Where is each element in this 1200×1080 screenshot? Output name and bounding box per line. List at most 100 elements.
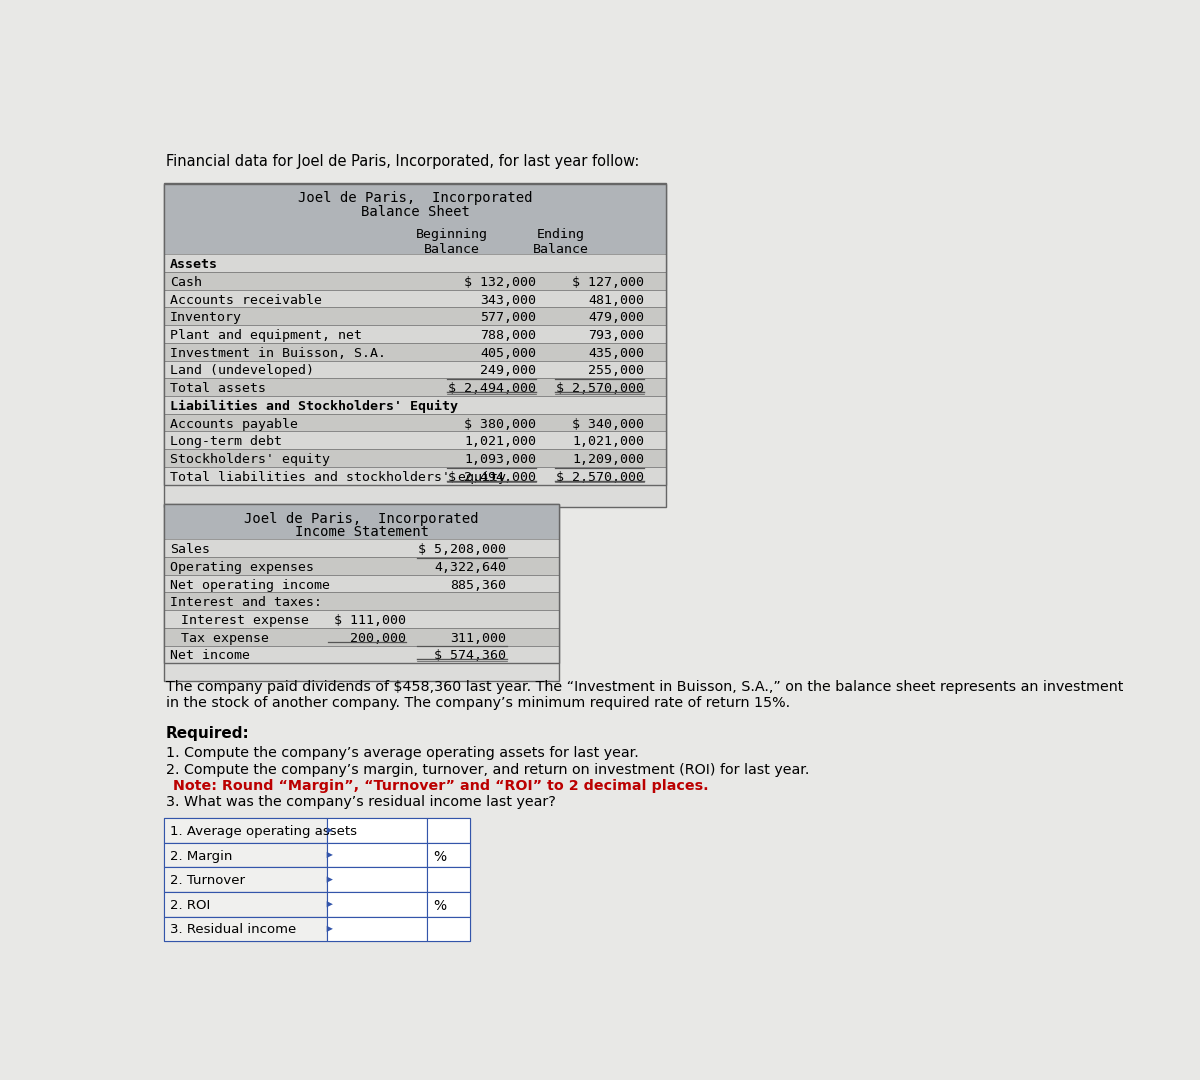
- Bar: [164, 378, 666, 396]
- Text: $ 2,570,000: $ 2,570,000: [557, 382, 644, 395]
- Bar: [427, 892, 470, 917]
- Text: $ 111,000: $ 111,000: [334, 613, 406, 626]
- Bar: [326, 917, 427, 941]
- Text: 1,021,000: 1,021,000: [464, 435, 536, 448]
- Polygon shape: [326, 926, 332, 932]
- Text: 1,021,000: 1,021,000: [572, 435, 644, 448]
- Bar: [326, 867, 427, 892]
- Bar: [164, 646, 559, 663]
- Bar: [427, 867, 470, 892]
- Text: Long-term debt: Long-term debt: [170, 435, 282, 448]
- Bar: [164, 842, 326, 867]
- Polygon shape: [326, 852, 332, 858]
- Text: Stockholders' equity: Stockholders' equity: [170, 453, 330, 465]
- Text: 577,000: 577,000: [480, 311, 536, 324]
- Bar: [164, 449, 666, 467]
- Text: Joel de Paris,  Incorporated: Joel de Paris, Incorporated: [245, 512, 479, 526]
- Text: 481,000: 481,000: [588, 294, 644, 307]
- Text: 255,000: 255,000: [588, 364, 644, 377]
- Bar: [164, 842, 470, 867]
- Bar: [164, 818, 326, 842]
- Text: in the stock of another company. The company’s minimum required rate of return 1: in the stock of another company. The com…: [166, 696, 790, 710]
- Text: 2. Compute the company’s margin, turnover, and return on investment (ROI) for la: 2. Compute the company’s margin, turnove…: [166, 762, 809, 777]
- Polygon shape: [326, 827, 332, 834]
- Text: 405,000: 405,000: [480, 347, 536, 360]
- Text: 1. Compute the company’s average operating assets for last year.: 1. Compute the company’s average operati…: [166, 746, 638, 760]
- Text: 311,000: 311,000: [450, 632, 506, 645]
- Text: Interest expense: Interest expense: [181, 613, 310, 626]
- Text: Balance Sheet: Balance Sheet: [361, 205, 469, 219]
- Text: Operating expenses: Operating expenses: [170, 561, 314, 573]
- Text: $ 2,494,000: $ 2,494,000: [448, 471, 536, 484]
- Bar: [164, 255, 666, 272]
- Bar: [164, 892, 326, 917]
- Text: 435,000: 435,000: [588, 347, 644, 360]
- Bar: [164, 539, 559, 557]
- Text: $ 2,494,000: $ 2,494,000: [448, 382, 536, 395]
- Text: Net income: Net income: [170, 649, 250, 662]
- Bar: [164, 627, 559, 646]
- Text: Required:: Required:: [166, 727, 250, 741]
- Bar: [164, 503, 559, 539]
- Text: Beginning
Balance: Beginning Balance: [416, 228, 488, 256]
- Text: Total assets: Total assets: [170, 382, 266, 395]
- Text: Cash: Cash: [170, 275, 202, 288]
- Text: $ 574,360: $ 574,360: [434, 649, 506, 662]
- Text: %: %: [433, 899, 446, 913]
- Bar: [164, 308, 666, 325]
- Bar: [164, 414, 666, 431]
- Polygon shape: [326, 901, 332, 907]
- Bar: [164, 503, 559, 663]
- Text: 1,209,000: 1,209,000: [572, 453, 644, 465]
- Bar: [164, 184, 666, 507]
- Text: Assets: Assets: [170, 258, 218, 271]
- Text: $ 132,000: $ 132,000: [464, 275, 536, 288]
- Bar: [164, 431, 666, 449]
- Text: The company paid dividends of $458,360 last year. The “Investment in Buisson, S.: The company paid dividends of $458,360 l…: [166, 680, 1123, 694]
- Bar: [326, 818, 427, 842]
- Text: 4,322,640: 4,322,640: [434, 561, 506, 573]
- Bar: [164, 917, 326, 941]
- Bar: [427, 917, 470, 941]
- Text: 788,000: 788,000: [480, 329, 536, 342]
- Bar: [164, 592, 559, 610]
- Text: %: %: [433, 850, 446, 864]
- Text: Note: Round “Margin”, “Turnover” and “ROI” to 2 decimal places.: Note: Round “Margin”, “Turnover” and “RO…: [173, 779, 709, 793]
- Bar: [427, 818, 470, 842]
- Bar: [164, 818, 470, 842]
- Text: 200,000: 200,000: [349, 632, 406, 645]
- Text: 2. Margin: 2. Margin: [170, 850, 233, 863]
- Bar: [164, 557, 559, 575]
- Bar: [164, 503, 559, 680]
- Text: $ 127,000: $ 127,000: [572, 275, 644, 288]
- Text: Joel de Paris,  Incorporated: Joel de Paris, Incorporated: [298, 191, 533, 205]
- Bar: [164, 325, 666, 342]
- Text: Tax expense: Tax expense: [181, 632, 269, 645]
- Bar: [164, 361, 666, 378]
- Text: 2. Turnover: 2. Turnover: [170, 874, 245, 887]
- Text: 885,360: 885,360: [450, 579, 506, 592]
- Text: Liabilities and Stockholders' Equity: Liabilities and Stockholders' Equity: [170, 400, 458, 413]
- Text: Interest and taxes:: Interest and taxes:: [170, 596, 322, 609]
- Bar: [164, 867, 326, 892]
- Text: 793,000: 793,000: [588, 329, 644, 342]
- Text: $ 340,000: $ 340,000: [572, 418, 644, 431]
- Text: Inventory: Inventory: [170, 311, 242, 324]
- Bar: [164, 892, 470, 917]
- Bar: [427, 842, 470, 867]
- Bar: [164, 272, 666, 289]
- Text: Total liabilities and stockholders' equity: Total liabilities and stockholders' equi…: [170, 471, 506, 484]
- Text: $ 380,000: $ 380,000: [464, 418, 536, 431]
- Text: 1,093,000: 1,093,000: [464, 453, 536, 465]
- Bar: [164, 917, 470, 941]
- Bar: [164, 289, 666, 308]
- Bar: [164, 396, 666, 414]
- Bar: [164, 867, 470, 892]
- Bar: [164, 184, 666, 485]
- Text: Accounts receivable: Accounts receivable: [170, 294, 322, 307]
- Text: Income Statement: Income Statement: [294, 525, 428, 539]
- Bar: [164, 342, 666, 361]
- Text: 479,000: 479,000: [588, 311, 644, 324]
- Text: Plant and equipment, net: Plant and equipment, net: [170, 329, 362, 342]
- Text: 249,000: 249,000: [480, 364, 536, 377]
